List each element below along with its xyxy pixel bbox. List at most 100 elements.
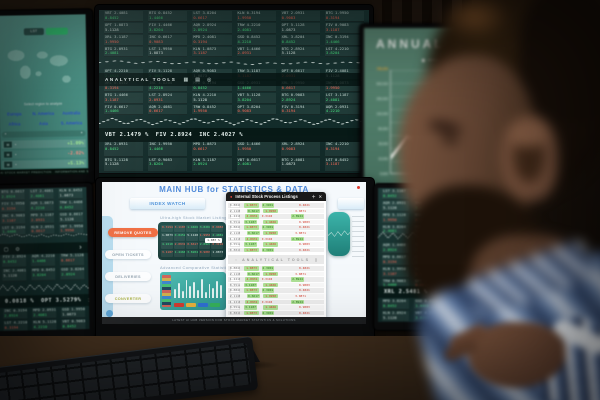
popup-cell: 2.3901 — [261, 247, 275, 253]
popup-cell: 4.0931 — [245, 236, 259, 242]
popup-row: 0.5512 3.1187 1.4466 0.9083 — [228, 282, 324, 288]
stock-quote-cell: BTG 0.8452 1.4466 — [148, 11, 188, 22]
stock-quote-cell: KLN 4.2210 5.1128 — [192, 92, 232, 104]
stock-column: XRL 2.0931 0.8452 BTG 5.1128 5.1128 — [104, 142, 144, 172]
popup-cell: 1.9950 — [263, 231, 278, 236]
tab-more[interactable] — [338, 198, 364, 209]
legend-swatch — [210, 303, 220, 307]
popup-cell: 3.0871 — [295, 271, 306, 276]
stock-quote-cell: AQR 2.8924 2.8924 — [192, 22, 232, 34]
stock-quote-cell: LST 1.9950 1.0873 — [148, 46, 188, 58]
mini-quote-cell: 3.8204 — [186, 249, 198, 257]
popup-divider: ◌ ANALYTICAL TOOLS ▯ — [228, 255, 324, 264]
refresh-icon[interactable]: ◌ — [235, 257, 238, 262]
stock-quote-cell: GSD 1.4466 1.9950 — [236, 142, 276, 157]
popup-cell: 2.3901 — [261, 266, 275, 271]
target-icon[interactable]: ◎ — [206, 76, 212, 83]
popup-cell: 0.6617 — [247, 231, 260, 236]
legend-swatch — [198, 303, 208, 307]
bar — [185, 280, 188, 298]
stock-quote-cell: KLN 2.8924 5.1128 — [382, 310, 410, 322]
bar — [197, 289, 199, 298]
stock-quote-cell: FIV 1.4466 3.8204 — [148, 22, 188, 34]
ticker-item: FIV 2.8924 — [155, 132, 193, 138]
popup-cell: 1.9950 — [263, 294, 278, 299]
popup-cell: 2.1148 — [229, 208, 240, 214]
mini-chart-card — [328, 212, 350, 256]
stock-grid-screen-left: BTG 0.6617 2.8924 FIV 1.9950 0.3194 INC 0.90… — [0, 187, 90, 332]
stock-quote-cell: VBT 5.1128 3.8204 — [236, 92, 276, 104]
popup-cell: 0.9083 — [298, 282, 310, 287]
mini-quote-cell: 3.8204 — [198, 225, 211, 233]
popup-cell: 0.4821 — [298, 288, 310, 293]
popup-cell: 0.3194 — [261, 236, 273, 241]
window-plus-icon[interactable]: ＋ — [311, 193, 316, 199]
sparkline-chart — [99, 117, 369, 126]
mini-quote-cell: 0.3194 — [211, 241, 223, 249]
stock-column: VBT 2.0931 0.9083 OPT 5.1128 1.0873 XRL 3.82… — [280, 11, 320, 58]
popup-row: 0.5512 3.1187 1.4466 0.9083 — [228, 219, 324, 225]
popup-cell: 0.3194 — [261, 299, 273, 304]
chart-grid-icon[interactable]: ▦ — [183, 76, 189, 83]
popup-cell: 2.3901 — [261, 310, 275, 316]
stock-quote-cell: LST 3.8204 0.6617 — [192, 11, 232, 22]
stock-column: BTG 1.9950 0.3194 FIV 0.9083 3.1187 INC 0.31… — [324, 11, 364, 58]
popup-cell: 0.3194 — [261, 214, 273, 219]
stock-column: LST 3.1187 0.8452 AQR 2.0931 5.1128 MPD 5.11… — [382, 189, 410, 236]
y-axis-tick: 100,000 — [376, 111, 388, 116]
sidebar-add-button[interactable] — [106, 310, 113, 317]
popup-cell: 4.0931 — [245, 299, 259, 305]
stock-quote-cell: XRL 3.8204 0.8452 — [280, 34, 320, 46]
mini-quote-cell: 0.6617 — [186, 241, 198, 249]
sidebar-button-remove-quotes[interactable]: REMOVE QUOTES — [108, 228, 158, 237]
stock-quote-cell: OPT 1.0873 5.1128 — [104, 22, 144, 34]
sidebar-button-converter[interactable]: CONVERTER — [105, 294, 151, 303]
popup-window: ● Internal Stock Process Listings ＋ ✕ 0.… — [226, 192, 326, 320]
table-icon[interactable]: ▤ — [195, 76, 200, 83]
stock-quote-cell: VBT 1.4466 2.0931 — [236, 46, 276, 58]
mini-quote-cell: 4.2210 — [161, 241, 173, 249]
tab-index-watch[interactable]: INDEX WATCH — [130, 198, 205, 209]
ticker-item: INC 2.4027 % — [199, 132, 243, 138]
popup-cell: 0.3194 — [261, 277, 273, 282]
stock-column: XRL 2.8924 0.9083 BTG 2.4081 1.0873 — [280, 142, 320, 172]
sidebar-button-deliveries[interactable]: DELIVERIES — [105, 272, 151, 281]
popup-cell: 0.5512 — [229, 242, 240, 247]
mini-quote-cell: 2.8924 — [198, 241, 211, 249]
stock-quote-cell: KLN 0.3194 1.9950 — [236, 11, 276, 22]
popup-cell: 1.9950 — [263, 208, 278, 214]
stock-quote-cell: LST 0.9083 3.8204 — [148, 157, 188, 172]
stock-quote-cell: LST 2.8924 2.0931 — [148, 92, 188, 104]
mini-sparkline — [328, 230, 350, 237]
sidebar-button-open-tickets[interactable]: OPEN TICKETS — [105, 250, 151, 259]
popup-cell: 1.2210 — [229, 236, 240, 242]
mini-quote-cell: 1.4466 — [186, 225, 198, 233]
sidebar-rail — [102, 216, 113, 318]
popup-cell: 1.0873 — [244, 225, 259, 230]
stock-quote-cell: BTG 1.9950 0.3194 — [324, 11, 364, 22]
popup-cell: 3.1187 — [244, 242, 257, 247]
popup-titlebar[interactable]: ● Internal Stock Process Listings ＋ ✕ — [226, 192, 326, 201]
stock-quote-cell: KLN 3.8204 2.4081 — [382, 224, 410, 236]
popup-cell: 0.5512 — [229, 282, 240, 288]
panel-icon[interactable]: ▯ — [315, 257, 317, 262]
stock-quote-cell: LST 3.1187 0.8452 — [382, 189, 410, 200]
stock-quote-cell: BTG 2.4081 1.0873 — [280, 157, 320, 172]
popup-cell: 1.2210 — [229, 277, 240, 282]
window-close-icon[interactable]: ✕ — [318, 193, 322, 199]
bar — [200, 279, 203, 298]
y-axis-tick: 25,000 — [378, 141, 388, 146]
popup-cell: 2.1148 — [229, 271, 240, 277]
